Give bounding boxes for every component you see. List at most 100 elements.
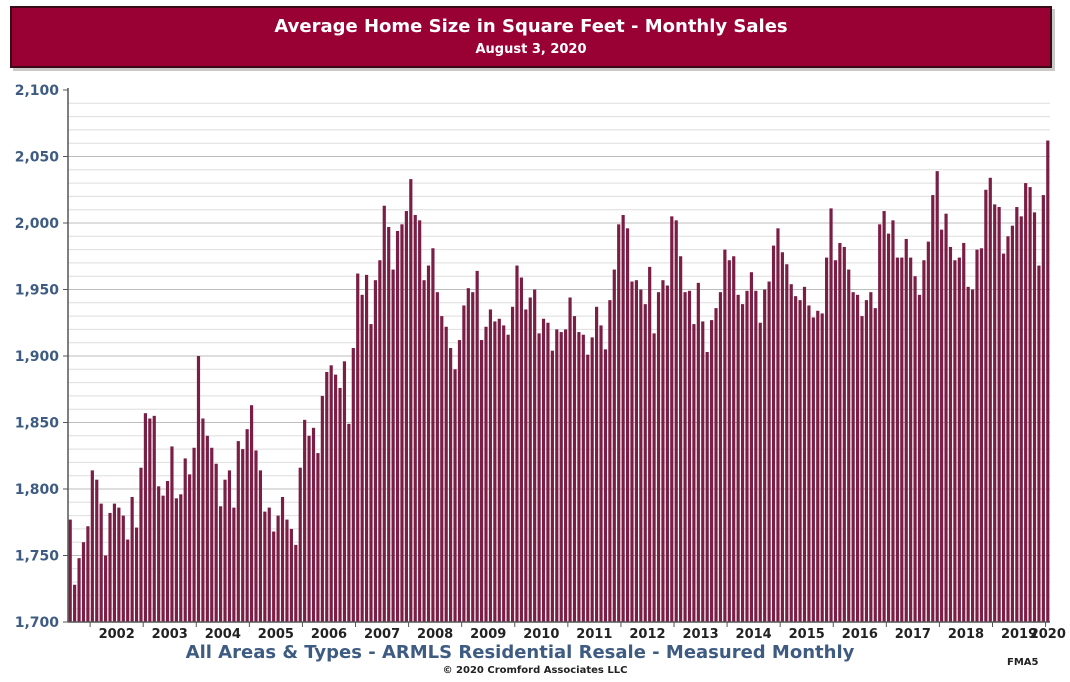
bar xyxy=(227,470,232,622)
bar xyxy=(413,215,417,622)
bar xyxy=(440,316,444,622)
bar xyxy=(117,507,121,622)
bar xyxy=(272,531,276,622)
bar xyxy=(471,292,475,622)
bar xyxy=(550,350,554,622)
bar xyxy=(687,290,692,622)
bar xyxy=(851,292,855,622)
bar xyxy=(670,216,674,622)
x-tick-label: 2010 xyxy=(523,627,559,642)
bar xyxy=(449,348,453,622)
bar xyxy=(453,369,457,622)
bar xyxy=(838,242,842,622)
x-tick-label: 2007 xyxy=(364,627,400,642)
bar xyxy=(347,423,351,622)
bar xyxy=(316,453,320,622)
bar xyxy=(152,415,156,622)
y-tick-label: 1,900 xyxy=(15,349,60,365)
bar xyxy=(311,427,316,622)
bar xyxy=(758,322,762,622)
bar xyxy=(510,306,515,622)
bar xyxy=(395,230,400,623)
bar xyxy=(196,356,201,622)
bar xyxy=(201,418,205,622)
bar xyxy=(842,246,846,622)
bar xyxy=(710,320,714,622)
bar xyxy=(630,281,634,622)
y-tick-label: 1,750 xyxy=(15,549,60,565)
bar xyxy=(639,289,643,622)
bar xyxy=(188,474,192,622)
bar xyxy=(926,241,930,622)
bar xyxy=(369,324,373,622)
bar xyxy=(95,479,99,622)
x-tick-label: 2011 xyxy=(576,627,612,642)
bar xyxy=(139,467,143,622)
bar xyxy=(736,294,740,622)
bar xyxy=(205,435,209,622)
bar xyxy=(621,215,625,622)
bar xyxy=(860,316,864,622)
bar xyxy=(263,511,267,622)
bar xyxy=(325,371,329,622)
x-axis-ticks: 2002 2003 2004 2005 2006 2007 2008 2009 2010 2011… xyxy=(89,622,1066,642)
x-tick-label: 2016 xyxy=(842,627,878,642)
bar xyxy=(254,450,258,622)
bar xyxy=(807,305,811,622)
bar xyxy=(917,294,922,622)
chart-subtitle: August 3, 2020 xyxy=(475,42,587,57)
bar xyxy=(679,256,683,622)
bar xyxy=(953,260,957,622)
bar xyxy=(289,528,293,622)
bar xyxy=(360,294,364,622)
bar xyxy=(878,224,882,622)
bar xyxy=(993,204,997,622)
y-tick-label: 1,850 xyxy=(15,416,60,432)
bar xyxy=(276,515,280,622)
bar xyxy=(944,213,948,622)
bar xyxy=(90,470,94,622)
bar xyxy=(258,470,263,622)
bar xyxy=(1001,253,1006,622)
bar xyxy=(634,280,638,622)
bar xyxy=(701,321,705,622)
bar xyxy=(422,280,426,622)
bar xyxy=(541,318,546,622)
bar xyxy=(1019,216,1023,622)
bar xyxy=(904,238,908,622)
bar xyxy=(661,280,665,622)
bar xyxy=(665,285,669,622)
bar xyxy=(625,228,630,622)
bar xyxy=(387,226,391,623)
bar xyxy=(68,519,72,622)
bar xyxy=(121,515,125,622)
bar xyxy=(342,361,347,622)
gridlines xyxy=(68,90,1050,622)
bar xyxy=(581,334,585,622)
bar xyxy=(643,304,647,622)
bar xyxy=(307,435,311,622)
bar xyxy=(749,272,754,622)
bar xyxy=(245,429,249,622)
bar xyxy=(940,229,944,622)
bar xyxy=(555,329,559,622)
bar xyxy=(900,257,904,622)
bar xyxy=(882,211,886,622)
x-tick-label: 2019 xyxy=(1001,627,1037,642)
y-tick-label: 2,000 xyxy=(15,216,60,232)
bar xyxy=(577,332,581,622)
x-axis-label: All Areas & Types - ARMLS Residential Re… xyxy=(185,642,855,663)
bar xyxy=(130,496,134,622)
bar xyxy=(338,387,342,622)
bar xyxy=(519,277,523,622)
x-tick-label: 2020 xyxy=(1030,627,1066,642)
bar xyxy=(603,349,608,622)
bar xyxy=(785,264,789,622)
bar xyxy=(696,282,700,622)
bar xyxy=(776,228,780,622)
bar xyxy=(595,306,599,622)
bar xyxy=(378,260,382,622)
bar xyxy=(922,260,926,622)
bar xyxy=(1028,187,1032,622)
